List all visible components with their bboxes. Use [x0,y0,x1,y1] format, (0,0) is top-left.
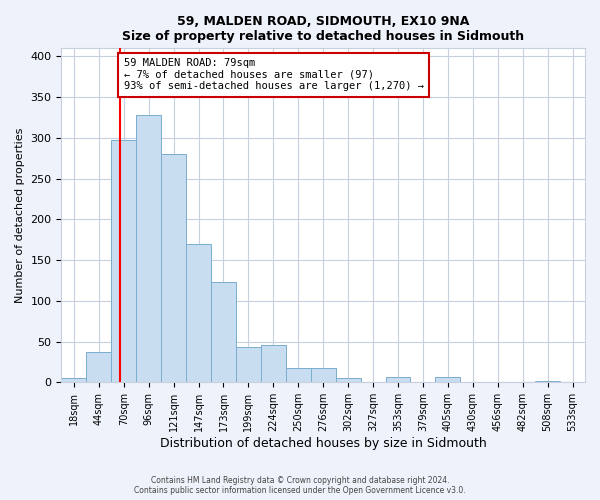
Text: Contains HM Land Registry data © Crown copyright and database right 2024.
Contai: Contains HM Land Registry data © Crown c… [134,476,466,495]
X-axis label: Distribution of detached houses by size in Sidmouth: Distribution of detached houses by size … [160,437,487,450]
Bar [61,378,86,382]
Bar [111,140,136,382]
Bar [286,368,311,382]
Text: 59 MALDEN ROAD: 79sqm
← 7% of detached houses are smaller (97)
93% of semi-detac: 59 MALDEN ROAD: 79sqm ← 7% of detached h… [124,58,424,92]
Bar [236,348,261,382]
Bar [161,154,186,382]
Bar [136,115,161,382]
Title: 59, MALDEN ROAD, SIDMOUTH, EX10 9NA
Size of property relative to detached houses: 59, MALDEN ROAD, SIDMOUTH, EX10 9NA Size… [122,15,524,43]
Bar [386,378,410,382]
Bar [335,378,361,382]
Bar [211,282,236,382]
Y-axis label: Number of detached properties: Number of detached properties [15,128,25,303]
Bar [261,345,286,383]
Bar [186,244,211,382]
Bar [311,368,335,382]
Bar [436,378,460,382]
Bar [535,380,560,382]
Bar [86,352,111,382]
